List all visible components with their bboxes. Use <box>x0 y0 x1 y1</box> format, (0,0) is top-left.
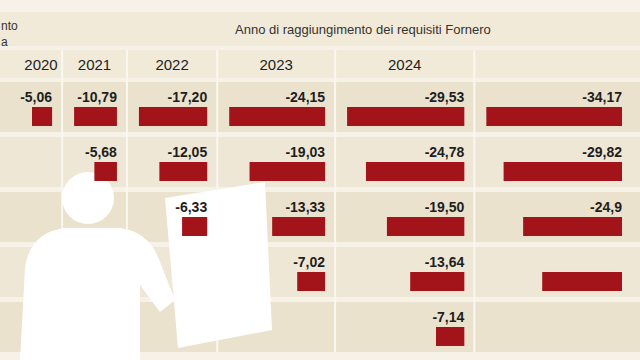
column-separator <box>334 50 336 352</box>
bar <box>410 272 464 291</box>
data-label: -17,20 <box>168 89 208 105</box>
bar <box>159 162 207 181</box>
data-label: -12,05 <box>168 144 208 160</box>
bar <box>347 107 464 126</box>
header-band <box>0 50 640 78</box>
bar <box>486 107 622 126</box>
bars <box>32 107 622 346</box>
data-label: -7,02 <box>293 254 325 270</box>
bar <box>542 272 622 291</box>
row-band <box>0 137 640 187</box>
category-label: 2020 <box>24 56 57 73</box>
data-label: -19,50 <box>425 199 465 215</box>
data-label: -34,17 <box>582 89 622 105</box>
bar <box>272 217 325 236</box>
data-label: -10,79 <box>77 89 117 105</box>
annotation: a <box>1 35 8 49</box>
person-icon <box>20 172 272 360</box>
icon-body <box>20 228 175 360</box>
data-label: -5,68 <box>85 144 117 160</box>
bar <box>366 162 464 181</box>
data-labels: -5,06 -10,79 -17,20 -24,15 -29,53 -34,17 -5,68… <box>20 89 622 325</box>
bar <box>32 107 52 126</box>
data-label: -29,53 <box>425 89 465 105</box>
category-label: 2023 <box>259 56 292 73</box>
data-label: -24,9 <box>590 199 622 215</box>
data-label: -24,78 <box>425 144 465 160</box>
data-label: -13,64 <box>425 254 465 270</box>
bar <box>436 327 464 346</box>
data-label: -5,06 <box>20 89 52 105</box>
background <box>0 0 640 360</box>
data-label: -6,33 <box>175 199 207 215</box>
bar <box>504 162 622 181</box>
icon-paper <box>165 182 272 348</box>
data-label: -24,15 <box>285 89 325 105</box>
title-band <box>0 12 640 46</box>
data-label: -19,03 <box>285 144 325 160</box>
column-separator <box>473 50 475 352</box>
data-label: -29,82 <box>582 144 622 160</box>
title: Anno di raggiungimento dei requisiti For… <box>235 22 491 37</box>
bar <box>74 107 117 126</box>
category-label: 2022 <box>155 56 188 73</box>
data-label: -7,14 <box>432 309 464 325</box>
category-label: 2021 <box>78 56 111 73</box>
bar <box>182 217 207 236</box>
bar <box>250 162 326 181</box>
annotation: nto <box>1 19 18 33</box>
bar <box>387 217 464 236</box>
bar <box>297 272 325 291</box>
bar <box>229 107 325 126</box>
bar <box>523 217 622 236</box>
row-band <box>0 82 640 132</box>
data-label: -13,33 <box>285 199 325 215</box>
chart-svg: Anno di raggiungimento dei requisiti For… <box>0 0 640 360</box>
chart-container: Anno di raggiungimento dei requisiti For… <box>0 0 640 360</box>
bar <box>94 162 117 181</box>
category-label: 2024 <box>388 56 421 73</box>
bar <box>139 107 207 126</box>
